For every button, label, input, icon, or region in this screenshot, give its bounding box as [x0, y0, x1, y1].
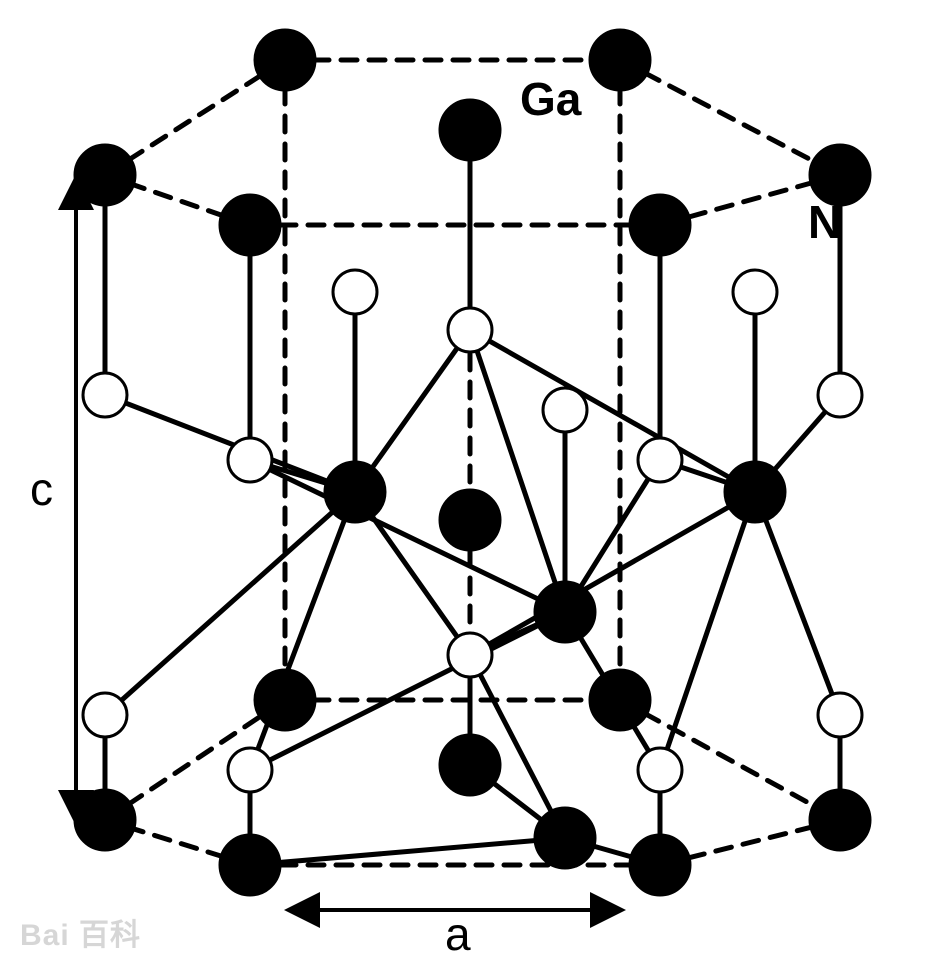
atom-ga: [220, 835, 280, 895]
bond: [105, 60, 285, 175]
bond: [620, 60, 840, 175]
bond: [250, 460, 565, 612]
atom-ga: [75, 145, 135, 205]
atom-n: [543, 388, 587, 432]
atom-ga: [725, 462, 785, 522]
atom-ga: [255, 670, 315, 730]
bond: [250, 492, 355, 770]
atom-ga: [440, 100, 500, 160]
atom-n: [83, 373, 127, 417]
bond: [250, 838, 565, 865]
atom-ga: [535, 582, 595, 642]
atom-ga: [440, 490, 500, 550]
atom-n: [638, 748, 682, 792]
atom-ga: [535, 808, 595, 868]
label-c: c: [30, 463, 53, 515]
atom-n: [818, 373, 862, 417]
bond: [470, 330, 755, 492]
atom-n: [448, 633, 492, 677]
atom-ga: [590, 30, 650, 90]
bond: [105, 492, 355, 715]
label-a: a: [445, 908, 471, 960]
atom-n: [733, 270, 777, 314]
crystal-structure-diagram: Ga Na c: [0, 0, 940, 968]
atom-ga: [810, 790, 870, 850]
atom-n: [228, 438, 272, 482]
bond: [105, 395, 355, 492]
atom-ga: [75, 790, 135, 850]
atom-n: [818, 693, 862, 737]
atom-ga: [630, 835, 690, 895]
atom-n: [638, 438, 682, 482]
atom-ga: [325, 462, 385, 522]
label-N: N: [808, 196, 841, 248]
atom-ga: [255, 30, 315, 90]
atom-n: [448, 308, 492, 352]
bond: [660, 492, 755, 770]
label-Ga: Ga: [520, 73, 582, 125]
atom-ga: [630, 195, 690, 255]
atom-ga: [440, 735, 500, 795]
bond: [470, 492, 755, 655]
atom-n: [83, 693, 127, 737]
atom-n: [228, 748, 272, 792]
atom-ga: [590, 670, 650, 730]
atom-n: [333, 270, 377, 314]
bond: [755, 492, 840, 715]
atom-ga: [220, 195, 280, 255]
atoms-layer: [75, 30, 870, 895]
bond: [470, 330, 565, 612]
